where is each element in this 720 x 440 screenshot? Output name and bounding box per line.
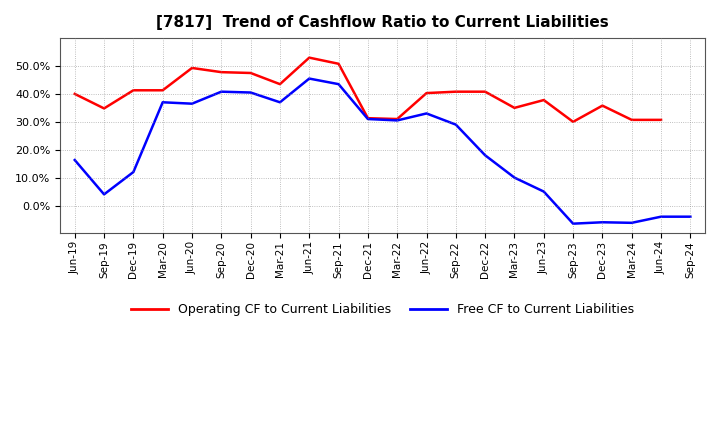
Legend: Operating CF to Current Liabilities, Free CF to Current Liabilities: Operating CF to Current Liabilities, Fre… [125, 298, 639, 321]
Title: [7817]  Trend of Cashflow Ratio to Current Liabilities: [7817] Trend of Cashflow Ratio to Curren… [156, 15, 609, 30]
